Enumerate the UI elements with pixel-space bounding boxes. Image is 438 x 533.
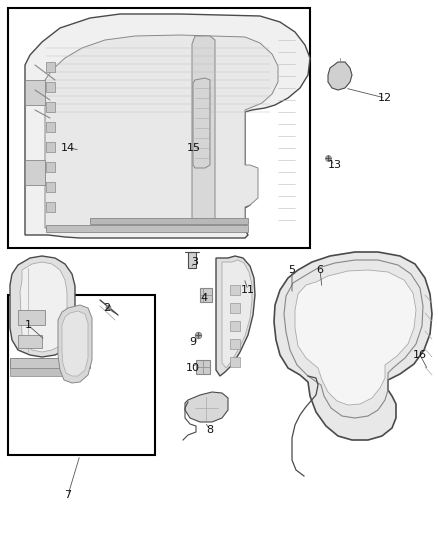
Polygon shape [90, 218, 248, 224]
Polygon shape [222, 260, 252, 368]
Text: 16: 16 [413, 350, 427, 360]
Polygon shape [45, 35, 278, 228]
Polygon shape [10, 368, 85, 376]
Text: 14: 14 [61, 143, 75, 153]
Text: 7: 7 [64, 490, 71, 500]
Polygon shape [46, 142, 55, 152]
Polygon shape [46, 82, 55, 92]
Polygon shape [230, 357, 240, 367]
Polygon shape [10, 256, 75, 357]
Polygon shape [230, 321, 240, 331]
Polygon shape [25, 80, 45, 105]
Polygon shape [295, 270, 416, 405]
Polygon shape [25, 160, 45, 185]
Polygon shape [18, 310, 45, 325]
Polygon shape [46, 102, 55, 112]
Polygon shape [46, 182, 55, 192]
Polygon shape [230, 339, 240, 349]
Polygon shape [58, 305, 92, 383]
Bar [8, 8, 310, 248]
Text: 5: 5 [289, 265, 296, 275]
Polygon shape [196, 360, 210, 374]
Polygon shape [18, 335, 42, 348]
Text: 2: 2 [103, 303, 110, 313]
Polygon shape [328, 62, 352, 90]
Polygon shape [185, 392, 228, 422]
Polygon shape [25, 14, 310, 238]
Text: 8: 8 [206, 425, 214, 435]
Text: 12: 12 [378, 93, 392, 103]
Polygon shape [10, 358, 90, 368]
Text: 4: 4 [201, 293, 208, 303]
Polygon shape [46, 62, 55, 72]
Polygon shape [193, 78, 210, 168]
Polygon shape [46, 162, 55, 172]
Polygon shape [200, 288, 212, 302]
Text: 6: 6 [317, 265, 324, 275]
Polygon shape [216, 256, 255, 376]
Polygon shape [46, 122, 55, 132]
Polygon shape [188, 252, 196, 268]
Text: 11: 11 [241, 285, 255, 295]
Text: 10: 10 [186, 363, 200, 373]
Polygon shape [46, 202, 55, 212]
Polygon shape [230, 285, 240, 295]
Polygon shape [46, 225, 248, 232]
Text: 1: 1 [25, 320, 32, 330]
Polygon shape [192, 36, 215, 230]
Text: 15: 15 [187, 143, 201, 153]
Bar [8, 295, 155, 455]
Text: 9: 9 [190, 337, 197, 347]
Polygon shape [62, 311, 88, 376]
Polygon shape [287, 288, 300, 300]
Polygon shape [230, 303, 240, 313]
Text: 13: 13 [328, 160, 342, 170]
Polygon shape [274, 252, 432, 440]
Polygon shape [20, 262, 67, 352]
Text: 3: 3 [191, 257, 198, 267]
